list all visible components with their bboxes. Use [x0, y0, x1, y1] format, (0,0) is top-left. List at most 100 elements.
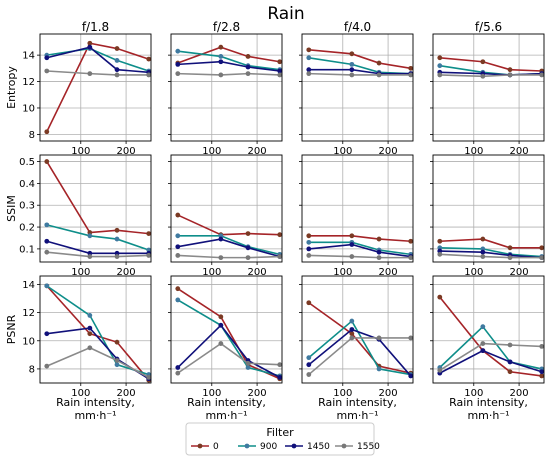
data-point-0 — [277, 59, 283, 65]
data-point-900 — [245, 365, 251, 370]
data-point-1450 — [376, 249, 382, 255]
data-point-1550 — [146, 72, 152, 78]
data-point-0 — [44, 159, 50, 164]
data-point-900 — [175, 233, 181, 239]
data-point-0 — [539, 373, 545, 379]
legend-label: 1450 — [307, 442, 330, 452]
data-point-1450 — [349, 67, 355, 73]
panel: 100 200 — [299, 33, 414, 157]
legend: Filter 0 900 1450 1550 — [185, 422, 380, 456]
y-tick-label: 12 — [22, 77, 35, 88]
series-line-900 — [46, 224, 149, 251]
data-point-900 — [306, 355, 312, 361]
data-point-1550 — [245, 71, 251, 77]
data-point-1450 — [87, 44, 93, 50]
data-point-0 — [306, 300, 312, 306]
y-tick-label: 14 — [22, 51, 35, 62]
data-point-1550 — [277, 362, 283, 368]
data-point-1550 — [175, 253, 181, 258]
x-tick-label: 100 — [333, 388, 352, 399]
panel-frame — [170, 154, 283, 263]
series-line-1550 — [177, 72, 280, 76]
series-line-900 — [308, 319, 411, 376]
data-point-900 — [218, 54, 224, 59]
x-axis-label: Rain intensity, — [187, 396, 266, 409]
x-tick-label: 100 — [333, 146, 352, 157]
data-point-900 — [87, 313, 93, 318]
data-point-1550 — [437, 367, 443, 373]
y-tick-label: 12 — [22, 308, 35, 319]
panel-frame — [432, 33, 545, 142]
series-line-1450 — [439, 349, 542, 374]
data-point-1550 — [306, 372, 312, 377]
legend-label: 1550 — [357, 442, 380, 452]
legend-marker-900 — [244, 443, 250, 449]
data-point-1550 — [218, 341, 224, 346]
data-point-1550 — [349, 254, 355, 259]
data-point-0 — [146, 56, 152, 62]
column-title: f/1.8 — [82, 20, 109, 34]
data-point-1550 — [175, 71, 181, 77]
series-line-1550 — [177, 342, 280, 374]
series-line-1550 — [308, 72, 411, 76]
series-line-0 — [177, 46, 280, 64]
data-point-1450 — [44, 238, 50, 244]
data-point-1450 — [480, 348, 486, 354]
data-point-0 — [437, 294, 443, 300]
data-point-0 — [349, 233, 355, 239]
data-point-0 — [114, 339, 120, 345]
y-tick-label: 14 — [22, 280, 35, 291]
data-point-1550 — [480, 254, 486, 259]
data-point-1550 — [114, 254, 120, 259]
data-point-1450 — [408, 373, 414, 379]
x-tick-label: 100 — [464, 267, 483, 278]
data-point-1550 — [480, 341, 486, 346]
data-point-0 — [507, 369, 513, 375]
data-point-0 — [306, 47, 312, 53]
data-point-1550 — [277, 254, 283, 259]
column-title: f/4.0 — [344, 20, 371, 34]
legend-label: 0 — [213, 442, 219, 452]
series-line-1550 — [439, 342, 542, 372]
data-point-1550 — [114, 358, 120, 363]
series-line-1550 — [308, 254, 411, 259]
data-point-1450 — [218, 322, 224, 328]
data-point-1450 — [175, 244, 181, 250]
x-axis-unit: mm·h⁻¹ — [467, 409, 509, 422]
data-point-1550 — [44, 68, 50, 74]
series-line-0 — [46, 42, 149, 133]
x-tick-label: 200 — [379, 267, 398, 278]
y-tick-label: 10 — [22, 336, 35, 347]
panel-frame — [170, 33, 283, 142]
panel-frame — [432, 275, 545, 384]
data-point-0 — [87, 40, 93, 46]
data-point-0 — [437, 238, 443, 244]
legend-label: 900 — [260, 442, 277, 452]
data-point-1550 — [539, 72, 545, 78]
series-line-1450 — [177, 238, 280, 258]
data-point-0 — [480, 236, 486, 242]
data-point-1450 — [175, 61, 181, 67]
series-line-0 — [308, 302, 411, 374]
data-point-1550 — [146, 253, 152, 258]
x-tick-label: 100 — [464, 388, 483, 399]
panel-frame — [301, 33, 414, 142]
data-point-1450 — [44, 55, 50, 61]
column-title: f/5.6 — [475, 20, 502, 34]
legend-title: Filter — [266, 426, 294, 439]
data-point-1550 — [408, 72, 414, 78]
series-line-0 — [177, 288, 281, 380]
data-point-1550 — [44, 249, 50, 255]
data-point-0 — [218, 44, 224, 50]
series-line-900 — [177, 235, 280, 256]
data-point-900 — [306, 239, 312, 245]
data-point-0 — [376, 236, 382, 242]
data-point-0 — [539, 245, 545, 251]
data-point-900 — [437, 63, 443, 69]
x-tick-label: 100 — [202, 388, 221, 399]
data-point-1550 — [376, 255, 382, 261]
data-point-1550 — [44, 363, 50, 369]
